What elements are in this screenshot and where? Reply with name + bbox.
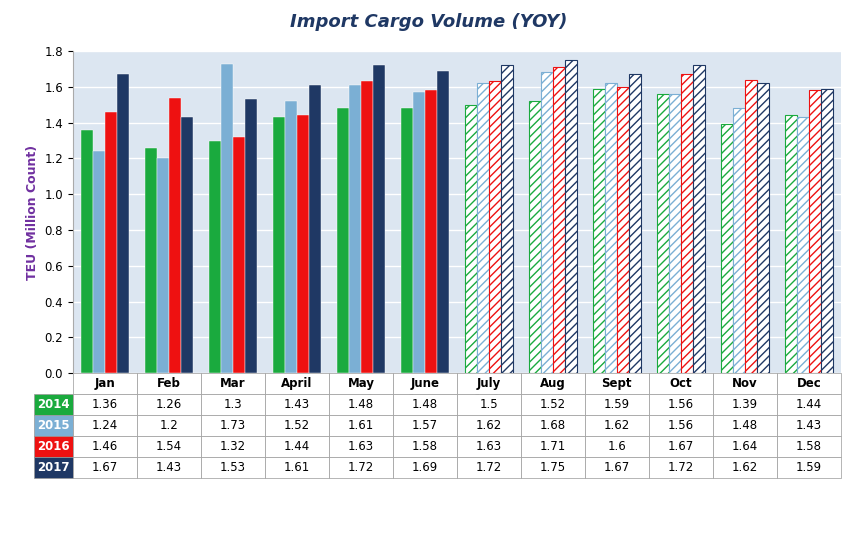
Bar — [169, 98, 181, 373]
Bar — [105, 112, 117, 373]
Bar — [681, 74, 693, 373]
Bar — [745, 79, 757, 373]
Bar — [821, 89, 833, 373]
Bar — [309, 85, 321, 373]
Bar — [784, 115, 797, 373]
Bar — [273, 117, 285, 373]
Text: Chart created by the MIQ Logistics Marketing Team 08/10/17. Source: Global Port : Chart created by the MIQ Logistics Marke… — [10, 492, 634, 503]
Bar — [181, 117, 193, 373]
Bar — [425, 90, 437, 373]
Bar — [401, 108, 413, 373]
Bar — [553, 67, 565, 373]
Bar — [348, 85, 361, 373]
Bar — [733, 108, 745, 373]
Bar — [565, 60, 577, 373]
Bar — [693, 66, 705, 373]
Bar — [361, 82, 373, 373]
Bar — [81, 130, 93, 373]
Bar — [529, 101, 541, 373]
Y-axis label: TEU (Million Count): TEU (Million Count) — [26, 144, 39, 280]
Bar — [437, 71, 450, 373]
Bar — [245, 99, 257, 373]
Bar — [285, 101, 297, 373]
Bar — [477, 83, 489, 373]
Bar — [809, 90, 821, 373]
Text: National Retail Federation and Hackett Associates.  Months displayed in a patter: National Retail Federation and Hackett A… — [10, 510, 599, 520]
Bar — [373, 66, 385, 373]
Bar — [117, 74, 130, 373]
Bar — [629, 74, 641, 373]
Bar — [93, 151, 105, 373]
Bar — [797, 117, 809, 373]
Bar — [297, 115, 309, 373]
Bar — [757, 83, 769, 373]
Bar — [464, 105, 477, 373]
Bar — [721, 125, 733, 373]
Bar — [501, 66, 513, 373]
Bar — [221, 63, 233, 373]
Text: Import Cargo Volume (YOY): Import Cargo Volume (YOY) — [290, 13, 568, 32]
Bar — [233, 137, 245, 373]
Bar — [593, 89, 605, 373]
Bar — [336, 108, 348, 373]
Bar — [668, 94, 681, 373]
Bar — [656, 94, 668, 373]
Bar — [489, 82, 501, 373]
Bar — [157, 158, 169, 373]
Bar — [617, 87, 629, 373]
Bar — [605, 83, 617, 373]
Bar — [208, 141, 221, 373]
Bar — [145, 148, 157, 373]
Bar — [413, 92, 425, 373]
Bar — [541, 72, 553, 373]
